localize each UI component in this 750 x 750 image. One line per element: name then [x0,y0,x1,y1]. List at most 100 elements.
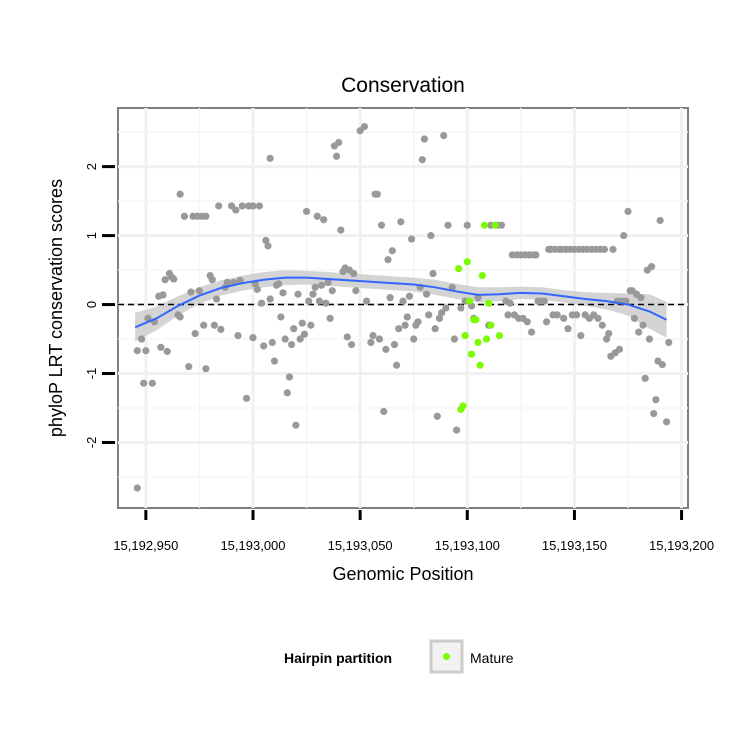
point-gray-145 [474,294,482,302]
point-gray-46 [249,202,257,210]
point-gray-136 [444,221,452,229]
x-axis-title: Genomic Position [332,564,473,584]
y-axis-title: phyloP LRT conservation scores [46,179,66,437]
point-gray-29 [202,365,210,373]
point-gray-177 [560,314,568,322]
point-gray-77 [311,283,319,291]
legend-key-mature-point [443,653,450,660]
point-mature-6 [467,350,476,358]
point-gray-110 [388,247,396,255]
point-gray-34 [215,202,223,210]
point-mature-0 [455,265,463,273]
y-tick-label-2: 0 [84,301,99,308]
point-gray-125 [420,135,429,143]
point-gray-67 [290,325,298,333]
point-gray-9 [157,343,165,351]
point-gray-95 [350,269,358,278]
point-gray-83 [324,278,332,287]
point-gray-131 [433,412,441,420]
point-gray-32 [210,321,219,329]
x-tick-label-2: 15,193,050 [328,538,393,553]
x-axis: 15,192,950 15,193,000 15,193,050 15,193,100… [113,510,714,553]
point-gray-152 [506,299,514,307]
point-gray-114 [397,218,405,226]
point-gray-126 [422,290,431,298]
point-gray-88 [335,138,343,147]
point-gray-207 [624,207,632,216]
point-gray-62 [279,289,287,297]
chart-title: Conservation [341,74,465,97]
point-gray-138 [450,335,459,343]
point-gray-17 [176,190,184,198]
point-gray-118 [405,292,414,300]
point-gray-35 [217,325,225,333]
point-gray-72 [300,330,309,338]
point-gray-85 [328,287,336,295]
point-gray-135 [442,304,450,312]
point-gray-225 [665,338,673,347]
point-gray-81 [320,216,328,224]
point-gray-122 [414,318,422,326]
smooth-line [134,276,668,329]
point-gray-117 [403,313,411,321]
legend-label-mature: Mature [470,650,514,666]
point-gray-113 [395,325,403,333]
point-gray-106 [380,407,388,416]
point-gray-15 [170,275,178,283]
point-gray-151 [504,311,512,319]
point-gray-43 [238,202,246,210]
point-gray-129 [429,269,437,278]
point-gray-195 [598,321,606,329]
point-mature-3 [461,331,469,340]
point-gray-164 [532,251,540,259]
point-gray-57 [268,338,276,347]
point-gray-87 [332,152,341,160]
point-gray-185 [577,331,585,340]
point-gray-73 [302,207,311,216]
point-gray-0 [133,484,141,492]
point-gray-183 [572,311,581,319]
point-gray-47 [249,334,257,342]
point-gray-109 [386,294,394,302]
point-gray-42 [236,276,244,285]
point-gray-130 [431,325,439,333]
point-gray-111 [390,340,399,349]
point-gray-134 [440,131,448,140]
point-mature-9 [474,338,482,347]
point-gray-33 [212,295,221,303]
point-gray-104 [375,335,384,343]
point-gray-70 [296,335,304,343]
point-gray-168 [540,297,549,305]
point-gray-61 [277,313,285,321]
x-tick-label-3: 15,193,100 [435,538,500,553]
point-gray-1 [133,347,141,355]
point-gray-105 [377,221,386,229]
point-gray-120 [410,335,418,343]
point-gray-96 [352,287,360,295]
point-gray-198 [605,329,613,338]
point-gray-52 [260,342,268,350]
point-gray-68 [292,421,300,429]
point-gray-40 [232,206,240,214]
point-gray-76 [309,290,317,298]
point-gray-197 [602,335,611,343]
point-gray-28 [202,212,210,220]
point-gray-127 [425,311,433,319]
point-gray-215 [641,374,649,382]
point-gray-222 [656,216,664,225]
point-gray-217 [645,335,654,343]
point-gray-25 [195,287,204,295]
point-gray-101 [369,331,377,340]
point-gray-99 [362,297,371,305]
point-gray-2 [137,335,146,343]
point-gray-103 [373,190,381,198]
point-gray-23 [191,329,199,338]
point-gray-206 [622,297,630,305]
point-gray-212 [635,328,643,336]
y-axis: -2 -1 0 1 2 [84,163,115,448]
point-gray-60 [275,280,283,288]
point-gray-6 [148,379,156,387]
point-mature-14 [485,299,493,307]
data-points [133,123,673,492]
point-gray-69 [294,290,302,298]
